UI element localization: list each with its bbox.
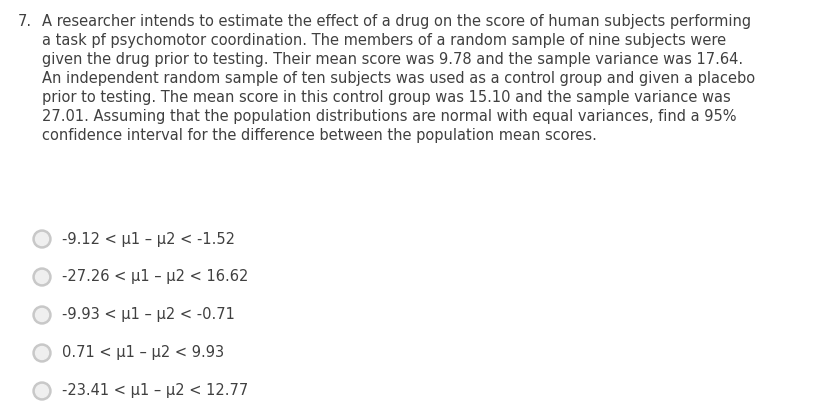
- Circle shape: [33, 230, 51, 248]
- Text: a task pf psychomotor coordination. The members of a random sample of nine subje: a task pf psychomotor coordination. The …: [42, 33, 726, 48]
- Text: confidence interval for the difference between the population mean scores.: confidence interval for the difference b…: [42, 128, 597, 143]
- Text: 27.01. Assuming that the population distributions are normal with equal variance: 27.01. Assuming that the population dist…: [42, 109, 737, 124]
- Circle shape: [33, 306, 51, 324]
- Circle shape: [33, 344, 51, 362]
- Circle shape: [33, 382, 51, 400]
- Text: prior to testing. The mean score in this control group was 15.10 and the sample : prior to testing. The mean score in this…: [42, 90, 731, 105]
- Text: An independent random sample of ten subjects was used as a control group and giv: An independent random sample of ten subj…: [42, 71, 755, 86]
- Circle shape: [35, 233, 48, 246]
- Text: 7.: 7.: [18, 14, 32, 29]
- Text: -9.93 < μ1 – μ2 < -0.71: -9.93 < μ1 – μ2 < -0.71: [62, 307, 235, 322]
- Circle shape: [33, 268, 51, 286]
- Text: -9.12 < μ1 – μ2 < -1.52: -9.12 < μ1 – μ2 < -1.52: [62, 231, 235, 246]
- Circle shape: [35, 271, 48, 284]
- Text: given the drug prior to testing. Their mean score was 9.78 and the sample varian: given the drug prior to testing. Their m…: [42, 52, 743, 67]
- Circle shape: [35, 347, 48, 359]
- Text: -23.41 < μ1 – μ2 < 12.77: -23.41 < μ1 – μ2 < 12.77: [62, 384, 248, 399]
- Text: A researcher intends to estimate the effect of a drug on the score of human subj: A researcher intends to estimate the eff…: [42, 14, 751, 29]
- Text: -27.26 < μ1 – μ2 < 16.62: -27.26 < μ1 – μ2 < 16.62: [62, 269, 248, 284]
- Text: 0.71 < μ1 – μ2 < 9.93: 0.71 < μ1 – μ2 < 9.93: [62, 346, 224, 361]
- Circle shape: [35, 384, 48, 397]
- Circle shape: [35, 309, 48, 322]
